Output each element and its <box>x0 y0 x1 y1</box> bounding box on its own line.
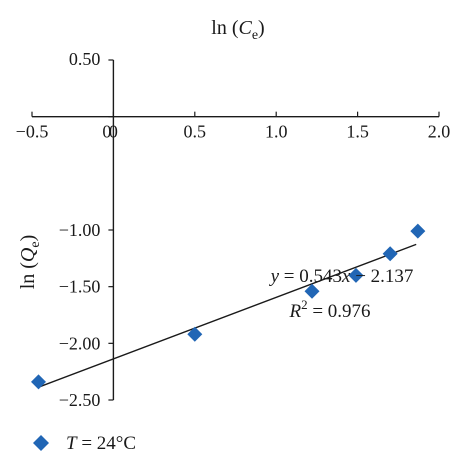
y-axis-title-sub: e <box>28 241 43 247</box>
x-axis-title-prefix: ln ( <box>211 17 239 39</box>
y-axis-title: ln (Qe) <box>17 235 43 290</box>
x-tick-label: 0 <box>109 122 118 142</box>
legend-rest: = 24°C <box>77 433 137 454</box>
x-axis-title-suffix: ) <box>258 17 265 39</box>
equation-intercept: − 2.137 <box>350 266 413 287</box>
data-point-diamond <box>410 223 426 239</box>
equation-y-var: y <box>269 266 280 287</box>
data-point-diamond <box>304 283 320 299</box>
axes: −0.5 0 0.5 1.0 1.5 2.0 0.50 0 −1.00 −1.50 −2.00 −2.… <box>16 49 451 410</box>
data-point-diamond <box>382 246 398 262</box>
x-axis-title-sub: e <box>252 28 258 43</box>
data-point-diamond <box>31 374 47 390</box>
y-tick-label: −2.50 <box>59 390 101 410</box>
x-axis-title: ln (Ce) <box>211 17 264 43</box>
y-axis-title-prefix: ln ( <box>17 262 39 290</box>
x-tick-label: −0.5 <box>16 122 49 142</box>
x-tick-label: 1.5 <box>346 122 369 142</box>
x-tick-label: 0.5 <box>184 122 207 142</box>
equation-slope: = 0.543 <box>279 266 342 287</box>
x-tick-label: 1.0 <box>265 122 288 142</box>
y-tick-label: −1.00 <box>59 220 101 240</box>
trendline-group <box>39 243 417 388</box>
y-axis-title-var: Q <box>17 247 39 262</box>
legend-label: T = 24°C <box>66 433 136 454</box>
legend: T = 24°C <box>33 433 136 454</box>
data-point-diamond <box>187 326 203 342</box>
y-tick-label: 0 <box>102 122 111 142</box>
r-squared-value: = 0.976 <box>308 301 371 322</box>
y-tick-label: 0.50 <box>69 49 101 69</box>
y-tick-label: −1.50 <box>59 277 101 297</box>
trendline <box>39 243 417 388</box>
data-points <box>31 223 426 390</box>
legend-var: T <box>66 433 78 454</box>
r-squared-label: R <box>288 301 301 322</box>
r-squared-superscript: 2 <box>301 297 308 312</box>
x-axis-title-var: C <box>238 17 252 39</box>
y-tick-label: −2.00 <box>59 333 101 353</box>
x-tick-label: 2.0 <box>428 122 451 142</box>
legend-diamond-marker <box>33 435 49 451</box>
y-axis-title-suffix: ) <box>17 235 39 242</box>
equation-x-var: x <box>341 266 351 287</box>
data-point-diamond <box>348 267 364 283</box>
regression-equation: y = 0.543x − 2.137 <box>269 266 414 287</box>
r-squared-text: R2 = 0.976 <box>288 297 370 322</box>
